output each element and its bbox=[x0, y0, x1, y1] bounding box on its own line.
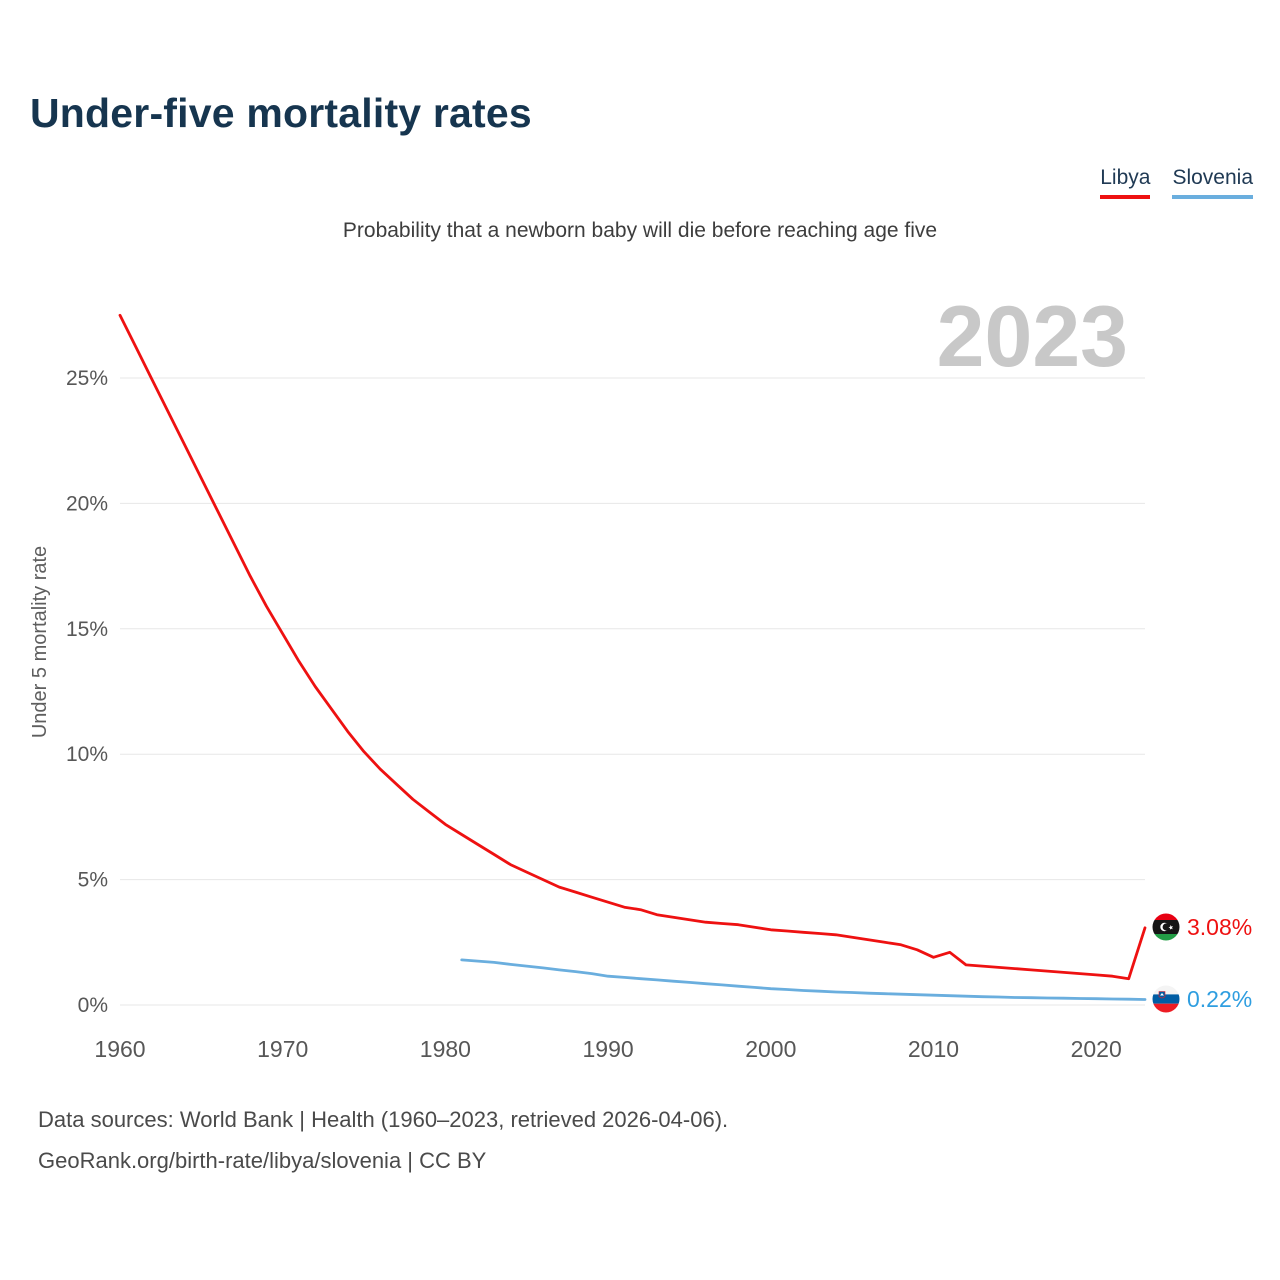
libya-flag-icon bbox=[1152, 913, 1180, 941]
footer-line-2: GeoRank.org/birth-rate/libya/slovenia | … bbox=[38, 1147, 487, 1173]
line-chart: 0% 5% 10% 15% 20% 25% 1960 1970 1980 1990 2000 201… bbox=[30, 313, 1147, 1062]
series-group bbox=[118, 313, 1147, 1001]
watermark-year: 2023 bbox=[936, 289, 1128, 385]
data-source-note: Data sources: World Bank | Health (1960–… bbox=[38, 1100, 728, 1181]
legend-item-slovenia[interactable]: Slovenia bbox=[1172, 166, 1253, 199]
x-tick-label: 2020 bbox=[1071, 1036, 1122, 1062]
legend-item-libya[interactable]: Libya bbox=[1100, 166, 1151, 199]
end-label-libya: 3.08% bbox=[1152, 913, 1252, 941]
gridlines-group bbox=[120, 377, 1145, 1006]
slovenia-series-line bbox=[460, 958, 1147, 1001]
page-title: Under-five mortality rates bbox=[30, 90, 532, 136]
y-tick-label: 5% bbox=[78, 869, 108, 892]
slovenia-flag-icon bbox=[1152, 985, 1180, 1013]
x-tick-label: 1970 bbox=[257, 1036, 308, 1062]
legend: Libya Slovenia bbox=[1100, 166, 1253, 199]
x-tick-label: 1960 bbox=[94, 1036, 145, 1062]
x-axis-ticks: 1960 1970 1980 1990 2000 2010 2020 bbox=[94, 1036, 1121, 1062]
y-axis-ticks: 0% 5% 10% 15% 20% 25% bbox=[66, 367, 108, 1017]
y-tick-label: 20% bbox=[66, 492, 108, 515]
y-tick-label: 10% bbox=[66, 743, 108, 766]
x-tick-label: 2010 bbox=[908, 1036, 959, 1062]
x-tick-label: 1990 bbox=[583, 1036, 634, 1062]
end-value-slovenia: 0.22% bbox=[1187, 985, 1253, 1012]
x-tick-label: 2000 bbox=[745, 1036, 796, 1062]
y-tick-label: 0% bbox=[78, 994, 108, 1017]
y-tick-label: 25% bbox=[66, 367, 108, 390]
end-label-slovenia: 0.22% bbox=[1152, 985, 1252, 1013]
x-tick-label: 1980 bbox=[420, 1036, 471, 1062]
end-value-libya: 3.08% bbox=[1187, 913, 1253, 940]
footer-line-1: Data sources: World Bank | Health (1960–… bbox=[38, 1107, 729, 1132]
y-tick-label: 15% bbox=[66, 618, 108, 641]
libya-series-line bbox=[118, 313, 1147, 981]
y-axis-title: Under 5 mortality rate bbox=[30, 546, 51, 738]
chart-subtitle: Probability that a newborn baby will die… bbox=[342, 219, 938, 242]
